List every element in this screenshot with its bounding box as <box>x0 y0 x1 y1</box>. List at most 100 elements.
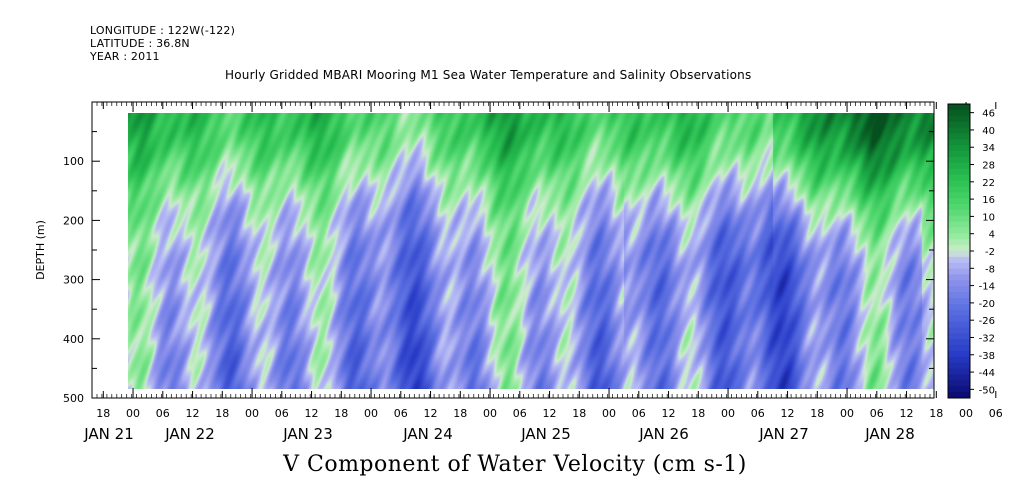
x-hour-tick-label: 12 <box>424 407 438 420</box>
colorbar-tick-label: 28 <box>982 161 995 172</box>
colorbar-band <box>948 374 970 381</box>
colorbar-band <box>948 192 970 199</box>
colorbar-band <box>948 251 970 258</box>
x-hour-tick-label: 06 <box>870 407 884 420</box>
colorbar-band <box>948 286 970 293</box>
x-hour-tick-label: 18 <box>215 407 229 420</box>
colorbar-band <box>948 198 970 205</box>
longitude-label: LONGITUDE : 122W(-122) <box>90 24 236 37</box>
x-hour-tick-label: 06 <box>751 407 765 420</box>
colorbar-band <box>948 256 970 264</box>
colorbar-band <box>948 350 970 358</box>
colorbar-band <box>948 333 970 340</box>
x-hour-tick-label: 00 <box>364 407 378 420</box>
colorbar-tick-label: -32 <box>979 333 995 344</box>
colorbar-tick-label: -14 <box>979 282 995 293</box>
x-day-label: JAN 21 <box>83 425 134 443</box>
chart-subtitle: V Component of Water Velocity (cm s-1) <box>283 452 747 477</box>
x-day-label: JAN 26 <box>638 425 689 443</box>
x-hour-tick-label: 12 <box>543 407 557 420</box>
colorbar-band <box>948 115 970 123</box>
colorbar-tick-label: -26 <box>979 316 995 327</box>
x-hour-tick-label: 00 <box>602 407 616 420</box>
chart-title: Hourly Gridded MBARI Mooring M1 Sea Wate… <box>225 68 752 82</box>
colorbar-band <box>948 380 970 387</box>
x-hour-tick-label: 00 <box>245 407 259 420</box>
colorbar-band <box>948 151 970 158</box>
colorbar-band <box>948 104 970 111</box>
colorbar-band <box>948 268 970 276</box>
colorbar-band <box>948 298 970 305</box>
x-hour-tick-label: 06 <box>632 407 646 420</box>
colorbar-band <box>948 309 970 317</box>
colorbar-band <box>948 139 970 146</box>
colorbar-band <box>948 280 970 287</box>
y-tick-label: 400 <box>63 333 84 346</box>
hour-minor-ticks <box>91 102 931 398</box>
colorbar-band <box>948 239 970 246</box>
y-tick-label: 100 <box>63 155 84 168</box>
colorbar-tick-label: 22 <box>982 178 995 189</box>
x-hour-tick-label: 00 <box>840 407 854 420</box>
x-hour-tick-label: 06 <box>156 407 170 420</box>
colorbar-band <box>948 133 970 140</box>
x-day-label: JAN 27 <box>758 425 809 443</box>
colorbar-tick-label: -2 <box>985 247 995 258</box>
colorbar-band <box>948 245 970 252</box>
x-hour-tick-label: 18 <box>96 407 110 420</box>
colorbar-band <box>948 345 970 352</box>
x-day-label: JAN 23 <box>282 425 333 443</box>
colorbar-tick-label: 4 <box>989 230 995 241</box>
colorbar-band <box>948 145 970 152</box>
colorbar-band <box>948 121 970 129</box>
x-hour-tick-label: 12 <box>900 407 914 420</box>
x-hour-tick-label: 12 <box>781 407 795 420</box>
colorbar-band <box>948 180 970 187</box>
x-hour-tick-label: 00 <box>959 407 973 420</box>
colorbar-tick-label: -50 <box>979 385 995 396</box>
x-hour-tick-label: 06 <box>513 407 527 420</box>
latitude-label: LATITUDE : 36.8N <box>90 37 190 50</box>
x-hour-tick-label: 12 <box>305 407 319 420</box>
colorbar-band <box>948 362 970 370</box>
x-hour-tick-label: 00 <box>721 407 735 420</box>
x-hour-tick-label: 12 <box>662 407 676 420</box>
x-hour-tick-label: 00 <box>483 407 497 420</box>
x-day-label: JAN 24 <box>402 425 453 443</box>
x-hour-tick-label: 18 <box>691 407 705 420</box>
x-hour-tick-label: 18 <box>334 407 348 420</box>
x-hour-tick-label: 06 <box>394 407 408 420</box>
colorbar-band <box>948 339 970 346</box>
colorbar-tick-label: 40 <box>982 126 995 137</box>
colorbar-band <box>948 186 970 193</box>
colorbar-band <box>948 156 970 164</box>
x-hour-tick-label: 18 <box>929 407 943 420</box>
x-day-label: JAN 25 <box>520 425 571 443</box>
colorbar-tick-label: -20 <box>979 299 995 310</box>
colorbar-tick-label: -8 <box>985 264 995 275</box>
x-hour-tick-label: 12 <box>186 407 200 420</box>
colorbar-tick-label: -38 <box>979 351 995 362</box>
colorbar-tick-label: 16 <box>982 195 995 206</box>
colorbar-tick-label: 34 <box>982 143 995 154</box>
colorbar-tick-label: 10 <box>982 212 995 223</box>
colorbar-band <box>948 233 970 240</box>
colorbar-band <box>948 356 970 364</box>
colorbar-band <box>948 386 970 393</box>
colorbar-band <box>948 303 970 311</box>
x-day-label: JAN 28 <box>864 425 915 443</box>
colorbar-band <box>948 215 970 223</box>
colorbar-band <box>948 321 970 328</box>
x-hour-tick-label: 06 <box>989 407 1003 420</box>
y-tick-label: 200 <box>63 214 84 227</box>
colorbar-band <box>948 209 970 217</box>
heatmap-field <box>128 113 934 389</box>
colorbar-band <box>948 203 970 211</box>
colorbar-band <box>948 162 970 170</box>
colorbar-tick-label: 46 <box>982 109 995 120</box>
x-hour-tick-label: 00 <box>126 407 140 420</box>
y-tick-label: 500 <box>63 392 84 405</box>
colorbar-band <box>948 262 970 270</box>
colorbar-band <box>948 392 970 399</box>
x-day-label: JAN 22 <box>164 425 215 443</box>
